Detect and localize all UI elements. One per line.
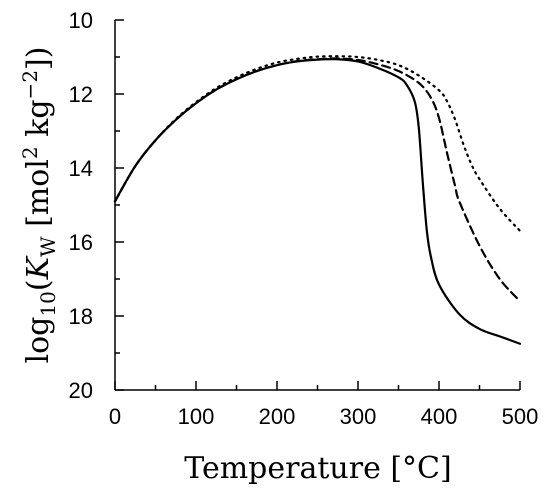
y-tick-label: 18 (69, 304, 93, 329)
y-tick-label: 12 (69, 82, 93, 107)
x-tick-label: 0 (109, 404, 121, 429)
y-tick-label: 10 (69, 8, 93, 33)
y-tick-label: 20 (69, 378, 93, 403)
series-line-dashed (113, 57, 522, 303)
x-tick-label: 200 (259, 404, 296, 429)
y-label-log: log (21, 317, 56, 364)
y-axis-label: log10(KW [mol2 kg−2]) (18, 47, 60, 364)
series-line-solid (113, 57, 522, 345)
ticks: 0 100 200 300 400 500 10 12 14 16 18 20 (69, 8, 539, 429)
x-tick-label: 400 (421, 404, 458, 429)
series-line-dotted (113, 55, 522, 232)
y-label-superscript-2: −2 (18, 70, 42, 99)
y-label-variable: K (21, 255, 56, 280)
x-axis-label: Temperature [°C] (184, 451, 451, 486)
y-label-superscript-1: 2 (18, 146, 42, 159)
y-label-variable-subscript: W (36, 236, 60, 257)
y-label-open-paren: ( (21, 279, 56, 291)
y-tick-label: 16 (69, 230, 93, 255)
x-tick-label: 100 (178, 404, 215, 429)
y-tick-label: 14 (69, 156, 93, 181)
y-label-unit-mid: kg (21, 99, 56, 146)
y-label-unit-open: [mol (21, 159, 56, 236)
y-label-close: ]) (21, 47, 56, 70)
y-label-log-subscript: 10 (36, 291, 60, 316)
plot-area (113, 55, 522, 345)
x-tick-label: 300 (340, 404, 377, 429)
axes (114, 20, 520, 391)
x-tick-label: 500 (502, 404, 539, 429)
